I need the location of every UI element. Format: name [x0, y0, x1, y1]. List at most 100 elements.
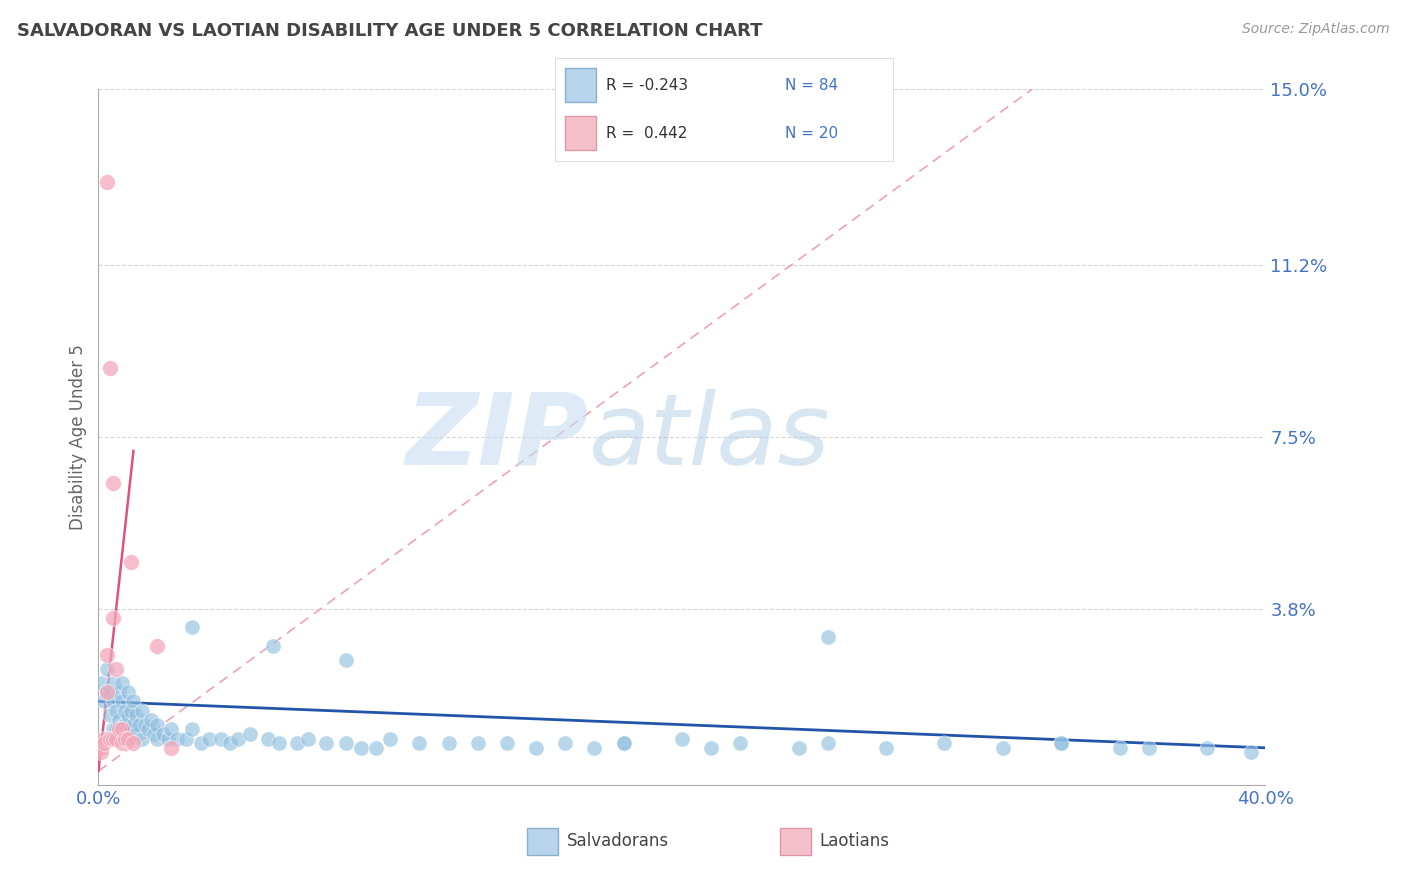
- Point: [90, 676, 112, 690]
- Point: [122, 717, 145, 731]
- Point: [991, 740, 1014, 755]
- Point: [101, 476, 124, 491]
- Point: [142, 727, 165, 741]
- Point: [96, 175, 118, 189]
- Point: [152, 727, 174, 741]
- Point: [554, 736, 576, 750]
- Point: [111, 676, 134, 690]
- Point: [612, 736, 634, 750]
- Point: [104, 723, 127, 737]
- Point: [93, 694, 115, 708]
- Point: [117, 731, 139, 746]
- Text: Salvadorans: Salvadorans: [567, 832, 669, 850]
- Point: [122, 694, 145, 708]
- FancyBboxPatch shape: [565, 117, 596, 150]
- Point: [269, 736, 291, 750]
- Point: [174, 731, 197, 746]
- Point: [583, 740, 606, 755]
- Text: Laotians: Laotians: [820, 832, 890, 850]
- Point: [96, 685, 118, 699]
- Point: [96, 662, 118, 676]
- Point: [96, 685, 118, 699]
- Point: [496, 736, 519, 750]
- Point: [1050, 736, 1073, 750]
- Point: [350, 740, 373, 755]
- Point: [1108, 740, 1130, 755]
- Point: [817, 630, 839, 644]
- Text: atlas: atlas: [589, 389, 830, 485]
- Text: SALVADORAN VS LAOTIAN DISABILITY AGE UNDER 5 CORRELATION CHART: SALVADORAN VS LAOTIAN DISABILITY AGE UND…: [17, 22, 762, 40]
- Point: [96, 648, 118, 662]
- Point: [93, 731, 115, 746]
- Point: [117, 708, 139, 723]
- Point: [730, 736, 752, 750]
- Point: [120, 723, 142, 737]
- Point: [101, 723, 124, 737]
- Point: [114, 717, 136, 731]
- Point: [1195, 740, 1218, 755]
- Point: [285, 736, 308, 750]
- Point: [817, 736, 839, 750]
- Point: [218, 736, 240, 750]
- Point: [160, 723, 183, 737]
- Point: [198, 731, 221, 746]
- Text: ZIP: ZIP: [405, 389, 589, 485]
- Text: R =  0.442: R = 0.442: [606, 126, 688, 141]
- Point: [98, 685, 121, 699]
- Point: [134, 717, 156, 731]
- Point: [111, 694, 134, 708]
- Point: [671, 731, 693, 746]
- Point: [262, 639, 284, 653]
- Point: [160, 740, 183, 755]
- Point: [1240, 746, 1263, 760]
- Point: [108, 723, 131, 737]
- Point: [125, 708, 148, 723]
- Point: [1137, 740, 1160, 755]
- Point: [111, 723, 134, 737]
- Point: [104, 731, 127, 746]
- Point: [111, 723, 134, 737]
- Point: [875, 740, 897, 755]
- Point: [117, 685, 139, 699]
- Point: [787, 740, 810, 755]
- Point: [700, 740, 723, 755]
- Point: [117, 731, 139, 746]
- Point: [364, 740, 387, 755]
- Point: [157, 731, 180, 746]
- Point: [98, 731, 121, 746]
- Point: [335, 653, 357, 667]
- Point: [256, 731, 278, 746]
- Point: [90, 740, 112, 755]
- Point: [120, 704, 142, 718]
- Point: [934, 736, 956, 750]
- Point: [209, 731, 232, 746]
- Point: [114, 704, 136, 718]
- Point: [101, 676, 124, 690]
- Point: [131, 731, 153, 746]
- Point: [104, 704, 127, 718]
- Point: [146, 639, 169, 653]
- Point: [131, 704, 153, 718]
- Point: [98, 708, 121, 723]
- Point: [125, 727, 148, 741]
- Point: [166, 731, 188, 746]
- Point: [146, 717, 169, 731]
- Point: [98, 360, 121, 375]
- Point: [111, 736, 134, 750]
- Text: R = -0.243: R = -0.243: [606, 78, 688, 93]
- Point: [408, 736, 430, 750]
- Point: [101, 731, 124, 746]
- Point: [297, 731, 319, 746]
- Point: [104, 662, 127, 676]
- Point: [139, 713, 162, 727]
- Point: [239, 727, 262, 741]
- Point: [467, 736, 489, 750]
- Point: [120, 555, 142, 569]
- Point: [380, 731, 402, 746]
- Point: [228, 731, 250, 746]
- Point: [190, 736, 212, 750]
- Point: [1050, 736, 1073, 750]
- Point: [108, 713, 131, 727]
- Point: [128, 717, 150, 731]
- Point: [90, 746, 112, 760]
